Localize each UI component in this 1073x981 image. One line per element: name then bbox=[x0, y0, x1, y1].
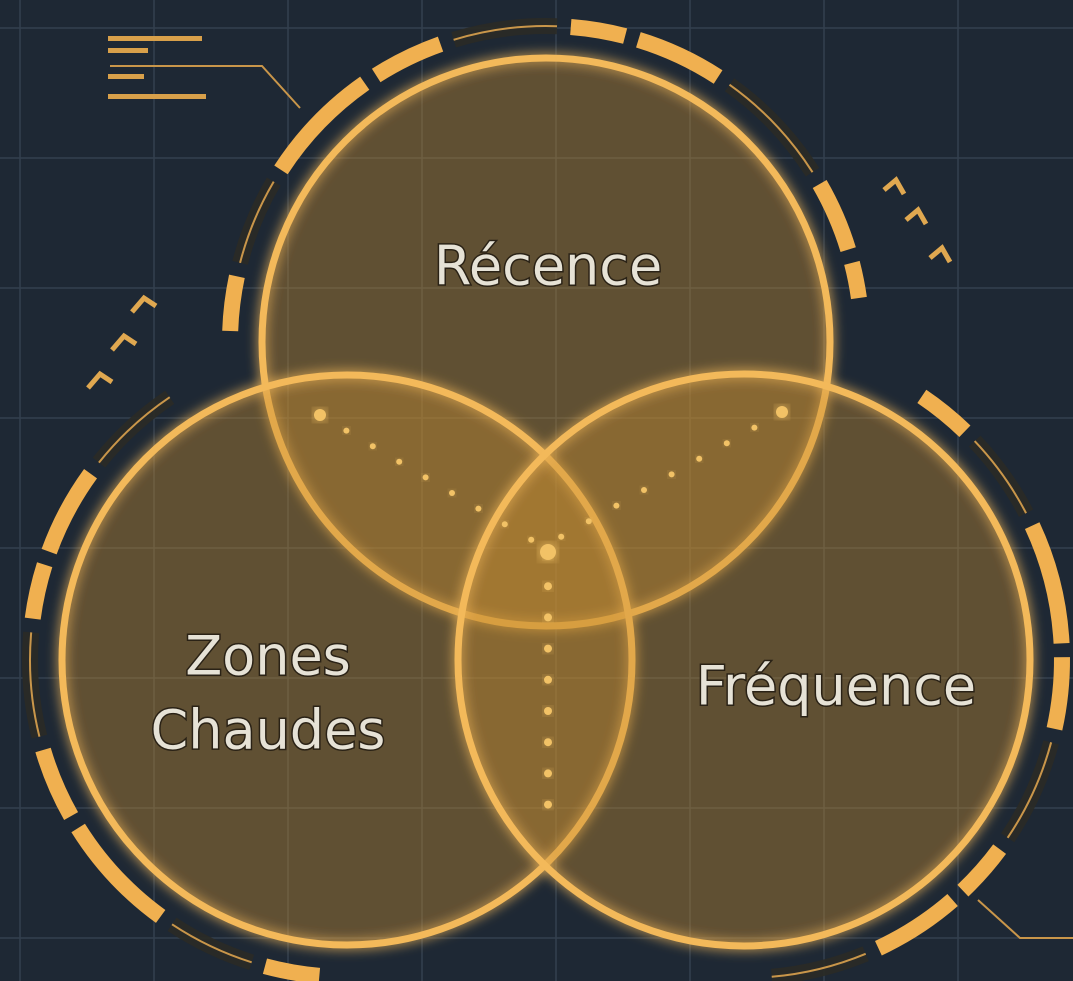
dot bbox=[544, 582, 552, 590]
dot bbox=[544, 707, 552, 715]
venn-diagram: Récence Zones Chaudes Fréquence bbox=[0, 0, 1073, 981]
ring-segment bbox=[265, 966, 319, 976]
dot bbox=[540, 544, 556, 560]
set-label: Fréquence bbox=[696, 655, 976, 718]
dot bbox=[544, 645, 552, 653]
dot bbox=[544, 676, 552, 684]
dot bbox=[370, 443, 376, 449]
dot bbox=[613, 503, 619, 509]
dot bbox=[314, 409, 326, 421]
dot bbox=[528, 537, 534, 543]
dot bbox=[544, 738, 552, 746]
dot bbox=[423, 474, 429, 480]
set-label: Zones bbox=[185, 625, 351, 688]
dot bbox=[449, 490, 455, 496]
dot bbox=[776, 406, 788, 418]
dot bbox=[751, 425, 757, 431]
dot bbox=[641, 487, 647, 493]
dot bbox=[544, 613, 552, 621]
dot bbox=[475, 506, 481, 512]
ring-segment bbox=[1054, 657, 1062, 729]
dot bbox=[502, 521, 508, 527]
dot bbox=[544, 769, 552, 777]
dot bbox=[724, 440, 730, 446]
ring-segment bbox=[852, 263, 859, 298]
dot bbox=[343, 428, 349, 434]
dot bbox=[558, 534, 564, 540]
ring-segment bbox=[230, 276, 237, 331]
set-label: Récence bbox=[434, 235, 662, 298]
dot bbox=[586, 518, 592, 524]
dot bbox=[544, 801, 552, 809]
ring-segment bbox=[571, 27, 625, 36]
dot bbox=[396, 459, 402, 465]
dot bbox=[669, 471, 675, 477]
set-label: Chaudes bbox=[151, 699, 386, 762]
dot bbox=[696, 456, 702, 462]
